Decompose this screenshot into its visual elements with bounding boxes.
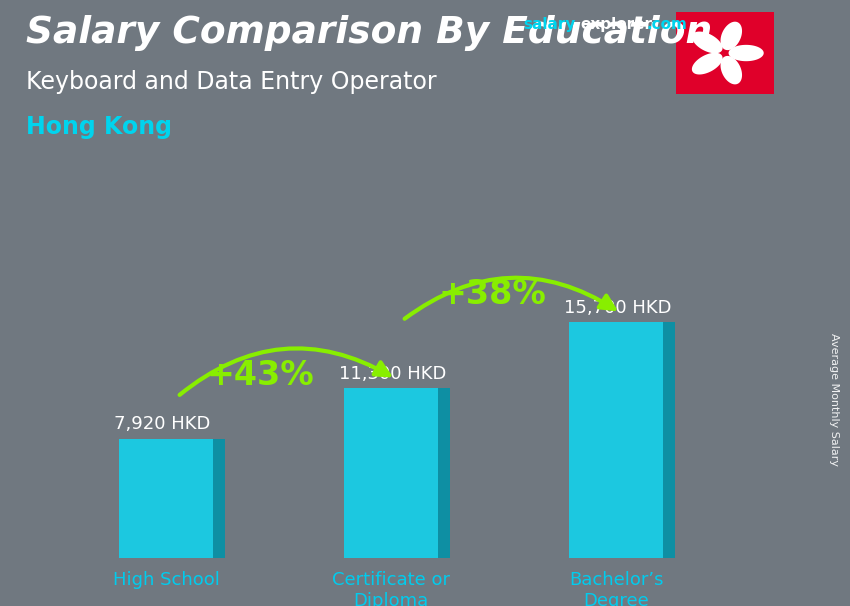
- Polygon shape: [439, 388, 450, 558]
- Text: Keyboard and Data Entry Operator: Keyboard and Data Entry Operator: [26, 70, 436, 94]
- Text: +38%: +38%: [439, 278, 547, 311]
- Bar: [569, 322, 663, 558]
- Text: 11,300 HKD: 11,300 HKD: [339, 365, 447, 383]
- Polygon shape: [728, 45, 763, 61]
- Polygon shape: [663, 322, 675, 558]
- Bar: [119, 439, 213, 558]
- Polygon shape: [692, 53, 722, 75]
- Text: 7,920 HKD: 7,920 HKD: [115, 416, 211, 433]
- Text: Salary Comparison By Education: Salary Comparison By Education: [26, 15, 711, 51]
- Text: salary: salary: [523, 17, 575, 32]
- Text: +43%: +43%: [207, 359, 314, 392]
- Text: 15,700 HKD: 15,700 HKD: [564, 299, 672, 317]
- Text: explorer: explorer: [581, 17, 653, 32]
- Text: Hong Kong: Hong Kong: [26, 115, 172, 139]
- Bar: [344, 388, 439, 558]
- Polygon shape: [721, 22, 742, 50]
- Polygon shape: [213, 439, 224, 558]
- Polygon shape: [692, 32, 722, 53]
- Text: Average Monthly Salary: Average Monthly Salary: [829, 333, 839, 467]
- Text: .com: .com: [647, 17, 688, 32]
- Polygon shape: [721, 56, 742, 84]
